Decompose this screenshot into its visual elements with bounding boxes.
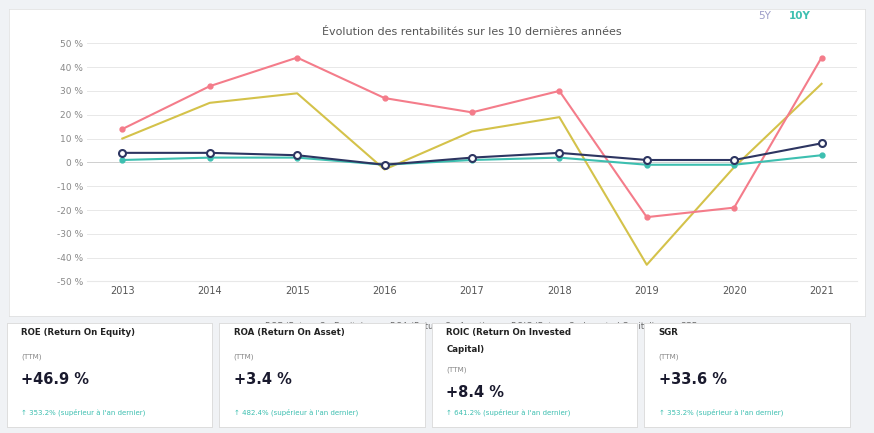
Legend: ROE (Return On Equity), ROA (Return On Asset), ROIC (Return On Invested Capital): ROE (Return On Equity), ROA (Return On A… — [242, 319, 702, 335]
Text: 5Y: 5Y — [759, 11, 771, 21]
Text: (TTM): (TTM) — [446, 366, 467, 373]
Text: ↑ 353.2% (supérieur à l'an dernier): ↑ 353.2% (supérieur à l'an dernier) — [21, 409, 146, 416]
Text: ROA (Return On Asset): ROA (Return On Asset) — [233, 328, 344, 337]
Text: ROE (Return On Equity): ROE (Return On Equity) — [21, 328, 135, 337]
Text: (TTM): (TTM) — [233, 354, 254, 360]
Text: +46.9 %: +46.9 % — [21, 372, 89, 388]
Text: +8.4 %: +8.4 % — [446, 385, 504, 400]
Text: +33.6 %: +33.6 % — [658, 372, 726, 388]
Text: 10Y: 10Y — [788, 11, 811, 21]
Text: SGR: SGR — [658, 328, 678, 337]
Text: ↑ 482.4% (supérieur à l'an dernier): ↑ 482.4% (supérieur à l'an dernier) — [233, 409, 358, 416]
Title: Évolution des rentabilités sur les 10 dernières années: Évolution des rentabilités sur les 10 de… — [323, 27, 621, 37]
Text: ROIC (Return On Invested: ROIC (Return On Invested — [446, 328, 571, 337]
Text: ↑ 353.2% (supérieur à l'an dernier): ↑ 353.2% (supérieur à l'an dernier) — [658, 409, 783, 416]
Text: (TTM): (TTM) — [21, 354, 42, 360]
Text: ↑ 641.2% (supérieur à l'an dernier): ↑ 641.2% (supérieur à l'an dernier) — [446, 409, 571, 416]
Text: (TTM): (TTM) — [658, 354, 679, 360]
Text: +3.4 %: +3.4 % — [233, 372, 292, 388]
Text: Capital): Capital) — [446, 346, 484, 355]
